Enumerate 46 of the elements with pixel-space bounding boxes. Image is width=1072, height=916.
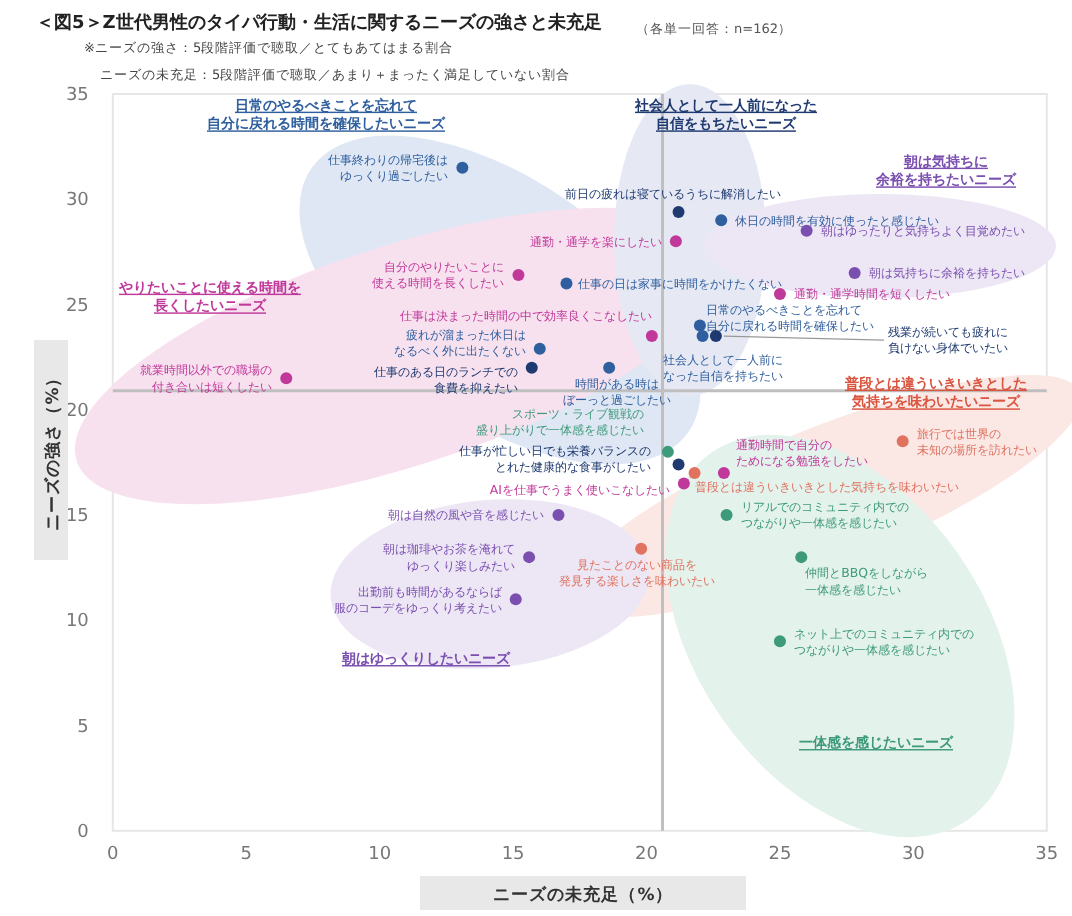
y-tick-label: 25 — [65, 296, 89, 317]
y-tick-label: 0 — [77, 822, 90, 843]
y-tick-label: 30 — [65, 191, 90, 212]
x-tick-label: 15 — [501, 844, 525, 865]
y-tick-label: 35 — [65, 86, 89, 106]
y-axis-title: ニーズの強さ（%） — [42, 369, 64, 531]
point — [693, 319, 706, 332]
point — [677, 477, 690, 490]
y-tick-label: 15 — [65, 507, 89, 528]
point — [525, 361, 538, 374]
point — [672, 458, 685, 471]
point — [672, 205, 685, 218]
x-tick-label: 30 — [901, 844, 926, 865]
x-tick-label: 25 — [768, 844, 792, 865]
point — [603, 361, 616, 374]
y-tick-label: 5 — [77, 717, 89, 738]
point — [509, 593, 522, 606]
point — [645, 330, 658, 343]
point — [523, 551, 536, 564]
point — [533, 342, 546, 355]
x-tick-label: 5 — [240, 844, 252, 865]
x-tick-label: 20 — [635, 844, 659, 865]
point — [896, 435, 909, 448]
point — [717, 466, 730, 479]
point — [773, 635, 786, 648]
point — [696, 330, 709, 343]
point — [552, 509, 565, 522]
point — [560, 277, 573, 290]
x-axis-title: ニーズの未充足（%） — [493, 884, 673, 906]
x-tick-label: 35 — [1035, 844, 1059, 865]
point — [688, 466, 701, 479]
point — [669, 235, 682, 248]
x-tick-label: 0 — [107, 844, 120, 865]
point — [456, 161, 469, 174]
point — [720, 509, 733, 522]
y-tick-label: 20 — [65, 401, 90, 422]
point — [715, 214, 728, 227]
chart-title: ＜図5＞Z世代男性のタイパ行動・生活に関するニーズの強さと未充足 — [36, 12, 602, 34]
point — [512, 269, 525, 282]
point — [635, 542, 648, 555]
point — [848, 266, 861, 279]
y-tick-label: 10 — [65, 612, 90, 633]
point — [795, 551, 808, 564]
point — [661, 445, 674, 458]
point — [280, 372, 293, 385]
x-tick-label: 10 — [368, 844, 392, 865]
